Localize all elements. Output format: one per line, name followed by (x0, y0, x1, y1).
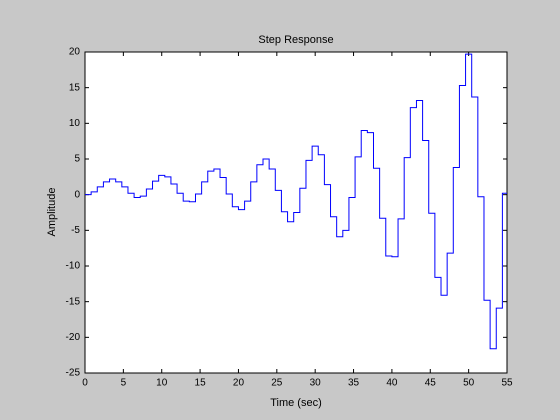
y-tick-label: -10 (66, 261, 81, 272)
y-axis-label: Amplitude (46, 188, 58, 237)
y-tick-label: 0 (74, 189, 80, 200)
step-line (85, 53, 507, 350)
x-tick-label: 25 (271, 378, 283, 389)
x-tick-label: 40 (386, 378, 398, 389)
y-tick-label: -5 (71, 225, 80, 236)
x-axis-label: Time (sec) (270, 397, 322, 409)
x-tick-label: 20 (233, 378, 245, 389)
x-tick-label: 0 (82, 378, 88, 389)
x-tick-label: 35 (348, 378, 360, 389)
x-tick-label: 10 (156, 378, 168, 389)
y-tick-label: 20 (69, 47, 81, 58)
x-tick-label: 30 (310, 378, 322, 389)
y-tick-label: -25 (66, 368, 81, 379)
x-tick-label: 15 (195, 378, 207, 389)
x-tick-label: 55 (501, 378, 513, 389)
x-tick-label: 50 (463, 378, 475, 389)
y-tick-label: 10 (69, 118, 81, 129)
x-tick-label: 5 (121, 378, 127, 389)
y-tick-label: 15 (69, 82, 81, 93)
y-tick-label: -15 (66, 296, 81, 307)
x-tick-label: 45 (425, 378, 437, 389)
y-tick-label: 5 (74, 154, 80, 165)
chart-title: Step Response (258, 34, 333, 46)
y-tick-label: -20 (66, 332, 81, 343)
